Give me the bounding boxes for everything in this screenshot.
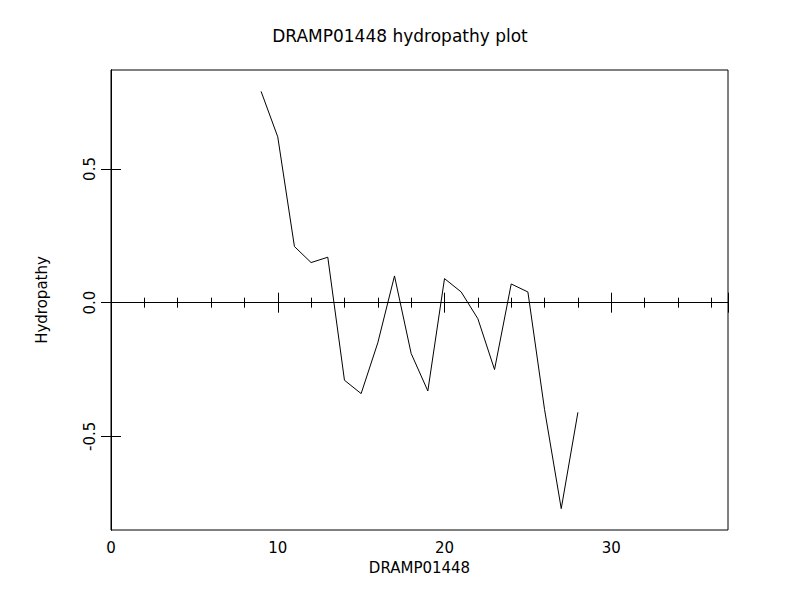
svg-text:0.5: 0.5 <box>81 157 99 181</box>
svg-text:-0.5: -0.5 <box>81 422 99 451</box>
svg-text:DRAMP01448 hydropathy plot: DRAMP01448 hydropathy plot <box>272 26 528 46</box>
svg-text:20: 20 <box>435 539 454 557</box>
svg-text:30: 30 <box>602 539 621 557</box>
svg-text:DRAMP01448: DRAMP01448 <box>369 559 470 577</box>
svg-text:0.0: 0.0 <box>81 291 99 315</box>
svg-text:10: 10 <box>268 539 287 557</box>
svg-text:0: 0 <box>106 539 116 557</box>
svg-text:Hydropathy: Hydropathy <box>33 256 51 344</box>
